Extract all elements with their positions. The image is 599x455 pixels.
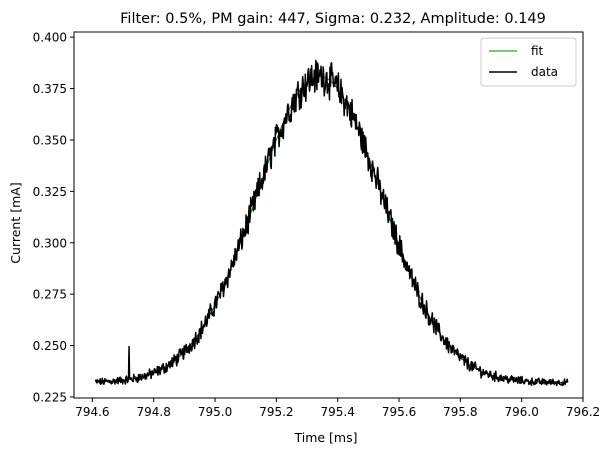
x-tick-label: 794.6: [75, 405, 109, 419]
x-tick-label: 795.0: [198, 405, 232, 419]
x-tick-label: 795.2: [259, 405, 293, 419]
legend-box: [480, 37, 577, 87]
y-tick-label: 0.350: [33, 133, 67, 147]
y-tick-label: 0.225: [33, 390, 67, 404]
plot-border: [73, 31, 584, 399]
y-tick-label: 0.325: [33, 185, 67, 199]
legend-label-data: data: [531, 65, 558, 79]
chart-title: Filter: 0.5%, PM gain: 447, Sigma: 0.232…: [120, 11, 546, 27]
y-tick-label: 0.275: [33, 288, 67, 302]
x-tick-label: 794.8: [137, 405, 171, 419]
y-tick-label: 0.375: [33, 82, 67, 96]
legend-label-fit: fit: [531, 44, 544, 58]
x-tick-label: 795.4: [321, 405, 355, 419]
series-data: [94, 59, 569, 387]
legend: fit data: [480, 37, 577, 87]
x-tick-label: 796.0: [504, 405, 538, 419]
x-tick-label: 796.2: [566, 405, 599, 419]
x-axis-label: Time [ms]: [293, 430, 357, 445]
y-tick-label: 0.300: [33, 236, 67, 250]
x-tick-label: 795.6: [382, 405, 416, 419]
data-line: [94, 59, 569, 387]
x-tick-label: 795.8: [443, 405, 477, 419]
y-axis-label: Current [mA]: [8, 182, 23, 263]
y-tick-label: 0.250: [33, 339, 67, 353]
y-tick-label: 0.400: [33, 31, 67, 45]
